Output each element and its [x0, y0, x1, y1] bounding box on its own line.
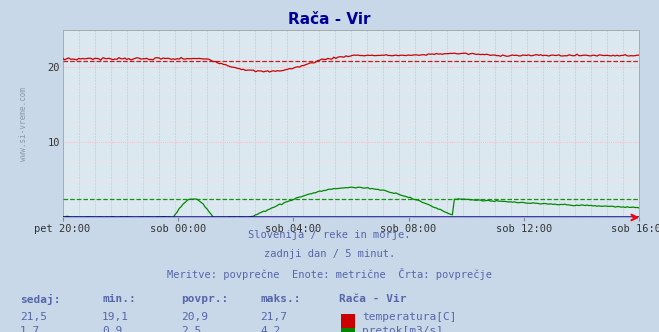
Text: sedaj:: sedaj: [20, 294, 60, 305]
Text: Rača - Vir: Rača - Vir [339, 294, 407, 304]
Text: 19,1: 19,1 [102, 312, 129, 322]
Text: 4,2: 4,2 [260, 326, 281, 332]
Text: www.si-vreme.com: www.si-vreme.com [19, 87, 28, 161]
Text: Rača - Vir: Rača - Vir [288, 12, 371, 27]
Text: maks.:: maks.: [260, 294, 301, 304]
Text: 2,5: 2,5 [181, 326, 202, 332]
Text: 0,9: 0,9 [102, 326, 123, 332]
Text: povpr.:: povpr.: [181, 294, 229, 304]
Text: Meritve: povprečne  Enote: metrične  Črta: povprečje: Meritve: povprečne Enote: metrične Črta:… [167, 268, 492, 280]
Text: pretok[m3/s]: pretok[m3/s] [362, 326, 444, 332]
Text: min.:: min.: [102, 294, 136, 304]
Text: 20,9: 20,9 [181, 312, 208, 322]
Text: 1,7: 1,7 [20, 326, 40, 332]
Text: zadnji dan / 5 minut.: zadnji dan / 5 minut. [264, 249, 395, 259]
Text: temperatura[C]: temperatura[C] [362, 312, 457, 322]
Text: 21,7: 21,7 [260, 312, 287, 322]
Text: 21,5: 21,5 [20, 312, 47, 322]
Text: Slovenija / reke in morje.: Slovenija / reke in morje. [248, 230, 411, 240]
